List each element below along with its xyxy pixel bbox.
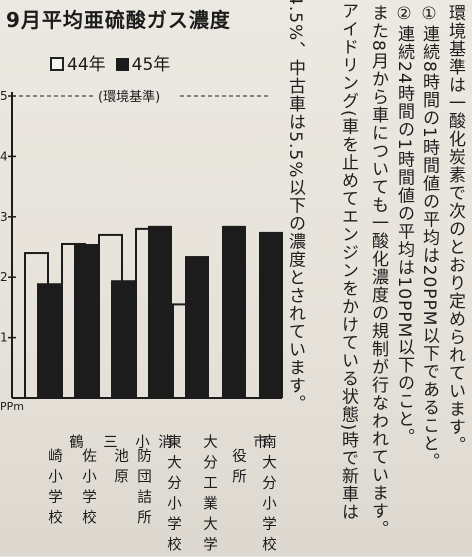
chart-legend: 44年 45年 — [50, 50, 170, 75]
x-tick-label-part: 小 — [133, 434, 149, 455]
article-column: 環境基準は一酸化炭素で次のとおり定められています。 — [445, 4, 465, 454]
y-tick-label: 4 — [0, 149, 8, 163]
y-unit-label: PPm — [0, 400, 24, 413]
chart-title: 9月平均亜硫酸ガス濃度 — [6, 8, 231, 32]
reference-line-label: (環境基準) — [98, 89, 160, 105]
bar-44-1 — [61, 242, 86, 399]
bar-chart: 1 2 3 4 5 PPm (環境基準) — [0, 89, 283, 413]
x-tick-label-part: 防団詰所 — [135, 448, 151, 530]
x-tick-label-part: 消 — [156, 434, 172, 455]
y-tick-label: 3 — [0, 210, 8, 224]
x-tick-label: 消防団詰所 — [133, 434, 175, 530]
x-tick-label: 三佐小学校 — [78, 434, 120, 530]
x-tick-label-part: 佐小学校 — [80, 448, 96, 530]
legend-label-44: 44年 — [67, 55, 106, 75]
x-tick-label: 小池原 — [110, 434, 152, 489]
x-tick-label-part: 南大分小学校 — [260, 434, 276, 557]
article-column: ②連続24時間の1時間値の平均は10PPM以下のこと。 — [394, 4, 414, 447]
bar-44-3 — [135, 227, 160, 399]
bar-45-5 — [222, 225, 246, 398]
x-tick-label-part: 池原 — [112, 448, 128, 489]
article-column: また8月から車についても一酸化濃度の規制が行なわれています。 — [368, 4, 388, 538]
y-tick-label: 1 — [0, 331, 8, 345]
y-tick-label: 5 — [0, 89, 8, 103]
x-tick-label-part: 鶴 — [67, 434, 83, 455]
y-tick-label: 2 — [0, 270, 8, 284]
bar-44-2 — [98, 233, 123, 399]
legend-swatch-filled — [115, 58, 129, 71]
article-column: 4.5%、中古車は5.5%以下の濃度とされています。 — [285, 0, 305, 413]
article-column: ①連続8時間の1時間値の平均は20PPM以下であること。 — [419, 4, 439, 471]
x-tick-label-part: 三 — [101, 434, 117, 455]
x-tick-label-part: 大分工業大学 — [201, 434, 217, 557]
x-tick-label-part: 崎小学校 — [46, 448, 62, 530]
x-tick-label-part: 役所 — [230, 448, 246, 489]
x-tick-label-part: 東大分小学校 — [165, 434, 181, 557]
bar-44-0 — [24, 252, 49, 399]
legend-label-45: 45年 — [131, 55, 171, 75]
bar-44-4 — [172, 303, 197, 400]
x-tick-label: 市役所 — [228, 434, 270, 489]
x-tick-label-part: 市 — [251, 434, 267, 455]
article-column: アイドリング(車を止めてエンジンをかけている状態)時で新車は — [338, 2, 358, 522]
bar-45-6 — [259, 231, 283, 398]
x-tick-label: 大分工業大学 — [199, 434, 220, 557]
x-tick-label: 南大分小学校 — [258, 434, 279, 557]
x-tick-label: 鶴崎小学校 — [44, 434, 86, 530]
legend-swatch-outline — [50, 57, 64, 71]
x-tick-label: 東大分小学校 — [163, 434, 184, 557]
